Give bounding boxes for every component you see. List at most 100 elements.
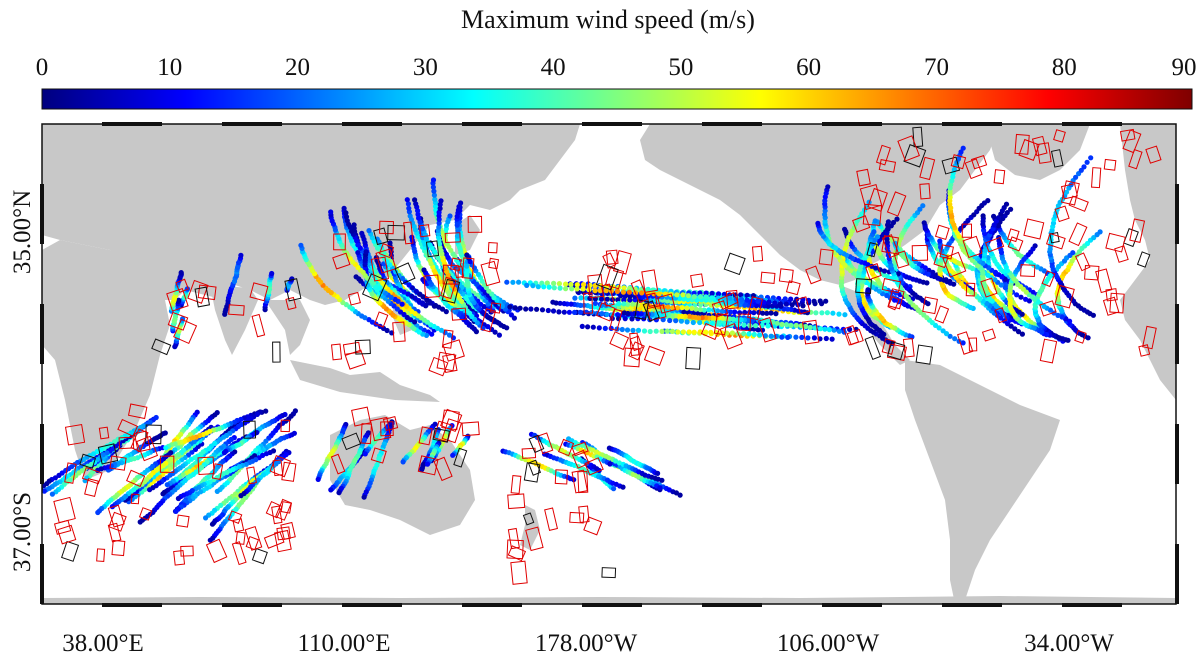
track-point: [764, 318, 771, 324]
colorbar-tick-label: 40: [541, 54, 566, 81]
track-point: [719, 308, 725, 314]
track-point: [681, 296, 687, 302]
track-point: [738, 317, 744, 323]
land-antarctica: [42, 596, 1176, 604]
track-point: [620, 484, 626, 490]
track-point: [627, 297, 633, 303]
track-point: [597, 288, 603, 294]
track-point: [749, 318, 755, 324]
track-point: [639, 290, 645, 296]
track-point: [708, 329, 714, 335]
land-eurasia: [42, 124, 580, 305]
track-point: [755, 317, 762, 323]
track-point: [960, 145, 966, 151]
track-point: [741, 322, 747, 328]
track-point: [921, 220, 927, 226]
track-point: [238, 252, 244, 258]
track-point: [847, 326, 853, 332]
track-point: [504, 279, 510, 285]
track-point: [689, 305, 695, 311]
track-point: [715, 308, 721, 314]
track-point: [464, 252, 470, 258]
track-point: [803, 323, 809, 330]
colorbar-tick-label: 0: [36, 54, 49, 81]
track-point: [745, 317, 751, 324]
track-point: [574, 282, 580, 288]
track-point: [783, 301, 789, 307]
track-point: [544, 280, 550, 286]
track-point: [604, 296, 610, 302]
track-point: [630, 301, 636, 307]
track-point: [1018, 294, 1024, 300]
track-point: [765, 323, 771, 329]
track-point: [399, 275, 406, 282]
track-point: [691, 329, 697, 335]
track-point: [1012, 326, 1018, 332]
track-point: [732, 309, 738, 315]
track-point: [485, 301, 491, 307]
track-point: [147, 487, 153, 493]
track-point: [836, 328, 842, 334]
track-point: [738, 292, 744, 298]
track-point: [679, 305, 685, 311]
track-point: [399, 301, 405, 307]
track-point: [413, 201, 419, 207]
track-point: [619, 326, 625, 333]
track-point: [178, 270, 184, 276]
track-point: [400, 459, 406, 465]
track-point: [690, 319, 696, 326]
track-point: [630, 327, 636, 333]
track-point: [768, 333, 774, 339]
land-se-asia: [265, 300, 310, 355]
track-point: [667, 317, 673, 324]
track-point: [937, 238, 943, 244]
track-point: [516, 279, 522, 285]
track-point: [512, 305, 518, 311]
track-point: [738, 296, 745, 302]
track-point: [697, 319, 703, 326]
track-point: [874, 234, 881, 240]
track-point: [697, 307, 703, 313]
track-point: [746, 331, 752, 337]
track-point: [626, 289, 633, 295]
track-point: [416, 298, 422, 304]
track-point: [881, 268, 888, 274]
track-point: [715, 291, 722, 297]
track-point: [561, 301, 567, 307]
track-point: [684, 319, 690, 325]
track-point: [343, 214, 350, 220]
track-point: [824, 310, 831, 316]
track-point: [680, 292, 686, 298]
track-point: [894, 216, 900, 222]
track-point: [751, 310, 757, 316]
track-point: [541, 284, 547, 290]
track-point: [556, 309, 562, 315]
track-point: [618, 293, 624, 299]
track-point: [691, 294, 697, 300]
track-point: [701, 307, 707, 313]
track-point: [436, 209, 442, 215]
track-point: [539, 307, 546, 313]
track-point: [436, 224, 442, 230]
track-point: [355, 242, 361, 248]
colorbar-tick-label: 30: [413, 54, 438, 81]
track-point: [706, 307, 712, 313]
track-point: [826, 327, 833, 333]
track-point: [406, 205, 412, 211]
track-point: [1088, 155, 1094, 161]
colorbar-tick-label: 70: [924, 54, 949, 81]
track-point: [421, 267, 427, 273]
track-point: [405, 291, 411, 297]
track-point: [779, 334, 785, 340]
track-point: [782, 296, 788, 302]
track-point: [685, 296, 691, 303]
track-point: [592, 300, 599, 306]
colorbar-tick-label: 50: [668, 54, 693, 81]
track-point: [534, 306, 540, 312]
track-point: [1032, 243, 1038, 249]
track-point: [675, 305, 681, 311]
track-point: [432, 196, 438, 202]
track-point: [568, 281, 574, 288]
track-point: [813, 310, 819, 316]
track-point: [768, 310, 774, 316]
